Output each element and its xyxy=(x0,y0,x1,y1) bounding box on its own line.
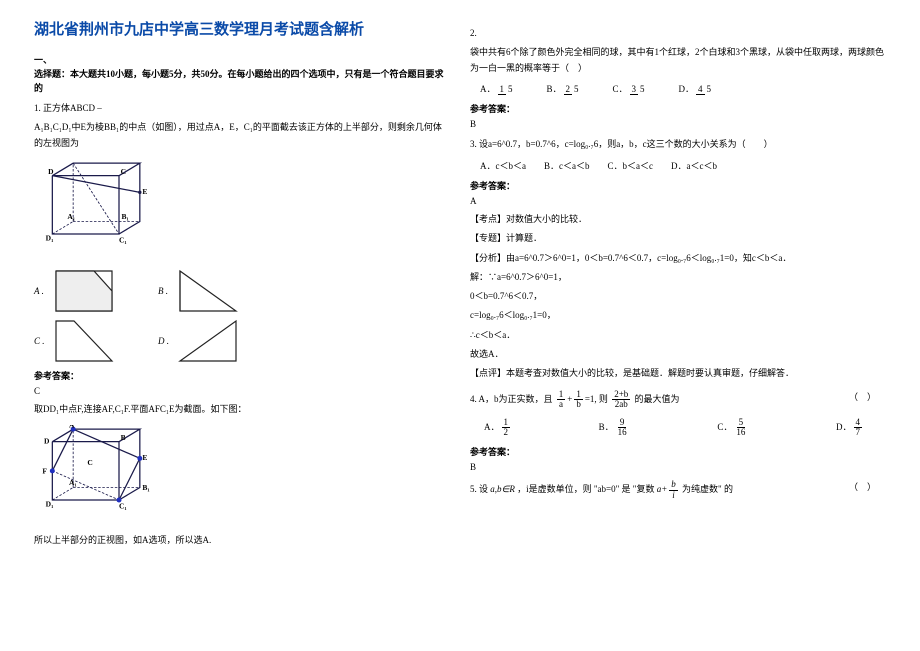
q2-opt-a: A．15 xyxy=(480,82,517,96)
svg-text:D: D xyxy=(44,437,50,446)
q2-stem: 袋中共有6个除了颜色外完全相同的球，其中有1个红球，2个白球和3个黑球，从袋中任… xyxy=(470,45,886,76)
q2-answer-label: 参考答案： xyxy=(470,102,886,115)
q2-options: A．15 B．25 C．35 D．45 xyxy=(480,82,886,96)
right-column: 2. 袋中共有6个除了颜色外完全相同的球，其中有1个红球，2个白球和3个黑球，从… xyxy=(460,18,896,633)
q4-opt-c: C．516 xyxy=(717,418,749,438)
svg-text:C: C xyxy=(87,458,92,467)
q3-stem: 3. 设a=6^0.7，b=0.7^6，c=log₀.₇6，则a，b，c这三个数… xyxy=(470,137,886,152)
svg-text:A: A xyxy=(69,425,75,430)
q3-opt-b: B．c＜a＜b xyxy=(544,159,590,173)
q3-e8: 故选A． xyxy=(470,347,886,362)
q1-cube-figure: D C E A₁ B₁ D₁ C₁ xyxy=(34,159,154,259)
q4-opt-a: A．12 xyxy=(484,418,512,438)
q3-opt-c: C．b＜a＜c xyxy=(608,159,654,173)
svg-text:A₁: A₁ xyxy=(69,478,77,487)
q4-opt-d: D．47 xyxy=(836,418,864,438)
q3-opt-d: D．a＜c＜b xyxy=(671,159,717,173)
section-description: 选择题：本大题共10小题，每小题5分，共50分。在每小题给出的四个选项中，只有是… xyxy=(34,68,450,95)
svg-text:E: E xyxy=(142,187,147,196)
q4-opt-b: B．916 xyxy=(599,418,631,438)
q1-answer-label: 参考答案： xyxy=(34,369,450,382)
svg-text:A₁: A₁ xyxy=(67,212,75,221)
svg-text:B: B xyxy=(121,433,126,442)
svg-text:B₁: B₁ xyxy=(122,212,129,221)
q5-stem: 5. 设 a,b∈R ，i是虚数单位，则 "ab=0" 是 "复数 a+bi 为… xyxy=(470,480,886,500)
q2-opt-c: C．35 xyxy=(613,82,649,96)
svg-text:B₁: B₁ xyxy=(142,483,149,492)
q4-stem: 4. A，b为正实数，且 1a+1b=1, 则 2+b2ab 的最大值为 （ ） xyxy=(470,390,886,410)
q3-e1: 【考点】对数值大小的比较． xyxy=(470,212,886,227)
svg-text:E: E xyxy=(142,453,147,462)
svg-text:C₁: C₁ xyxy=(119,235,127,244)
section-number: 一、 xyxy=(34,53,450,66)
q1-stem-2: A₁B₁C₁D₁中E为棱BB₁的中点（如图），用过点A，E，C₁的平面截去该正方… xyxy=(34,120,450,151)
q1-options-grid: A . B . C . D . xyxy=(34,269,264,363)
q4-answer: B xyxy=(470,462,886,472)
q2-num: 2. xyxy=(470,26,886,41)
q4-options: A．12 B．916 C．516 D．47 xyxy=(484,418,864,438)
svg-text:F: F xyxy=(42,467,47,476)
svg-text:D₁: D₁ xyxy=(46,500,54,509)
svg-text:C₁: C₁ xyxy=(119,502,127,511)
q1-stem-1: 1. 正方体ABCD – xyxy=(34,101,450,116)
q1-explain-2: 所以上半部分的正视图，如A选项，所以选A. xyxy=(34,533,450,548)
q3-options: A．c＜b＜a B．c＜a＜b C．b＜a＜c D．a＜c＜b xyxy=(480,159,886,173)
q2-opt-b: B．25 xyxy=(547,82,583,96)
q3-opt-a: A．c＜b＜a xyxy=(480,159,526,173)
q3-e3: 【分析】由a=6^0.7＞6^0=1，0＜b=0.7^6＜0.7，c=log₀.… xyxy=(470,251,886,266)
q3-e9: 【点评】本题考查对数值大小的比较，是基础题．解题时要认真审题，仔细解答． xyxy=(470,366,886,381)
page-title: 湖北省荆州市九店中学高三数学理月考试题含解析 xyxy=(34,18,450,39)
left-column: 湖北省荆州市九店中学高三数学理月考试题含解析 一、 选择题：本大题共10小题，每… xyxy=(24,18,460,633)
q1-opt-b: B . xyxy=(158,269,264,313)
q1-opt-d: D . xyxy=(158,319,264,363)
q2-opt-d: D．45 xyxy=(679,82,716,96)
q1-opt-c: C . xyxy=(34,319,140,363)
q3-answer-label: 参考答案： xyxy=(470,179,886,192)
q4-answer-label: 参考答案： xyxy=(470,445,886,458)
q1-answer: C xyxy=(34,386,450,396)
q3-e6: c=log₀.₇6＜log₀.₇1=0， xyxy=(470,308,886,323)
q2-answer: B xyxy=(470,119,886,129)
svg-text:D: D xyxy=(48,167,54,176)
q3-e5: 0＜b=0.7^6＜0.7， xyxy=(470,289,886,304)
q3-e4: 解：∵a=6^0.7＞6^0=1， xyxy=(470,270,886,285)
q1-explain-1: 取DD₁中点F,连接AF,C₁F.平面AFC₁E为截面。如下图： xyxy=(34,402,450,417)
q1-cube-figure-2: A B D C E F A₁ B₁ D₁ C₁ xyxy=(34,425,154,525)
q3-answer: A xyxy=(470,196,886,206)
svg-text:D₁: D₁ xyxy=(46,234,54,243)
q3-e7: ∴c＜b＜a． xyxy=(470,328,886,343)
q1-opt-a: A . xyxy=(34,269,140,313)
svg-text:C: C xyxy=(121,167,126,176)
q3-e2: 【专题】计算题． xyxy=(470,231,886,246)
